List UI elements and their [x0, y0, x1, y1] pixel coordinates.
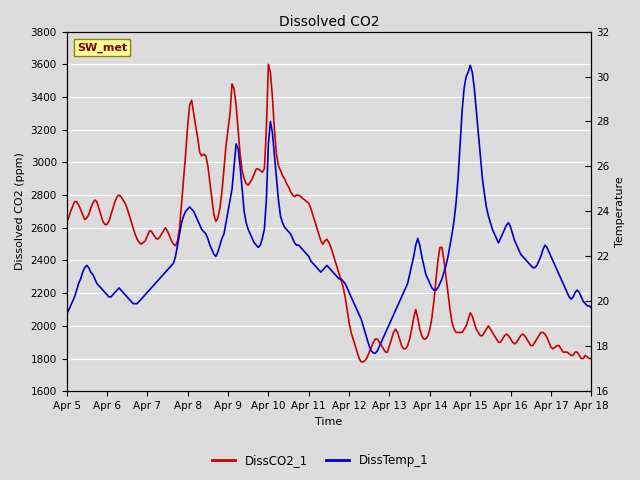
Text: SW_met: SW_met	[77, 42, 127, 53]
DissTemp_1	[63, 312, 70, 318]
Line: DissCO2_1: DissCO2_1	[67, 64, 591, 362]
DissCO2_1	[357, 359, 365, 365]
Legend: DissCO2_1, DissTemp_1: DissCO2_1, DissTemp_1	[207, 449, 433, 472]
DissTemp_1	[103, 292, 111, 298]
DissCO2_1	[95, 205, 102, 211]
Line: DissTemp_1: DissTemp_1	[67, 65, 591, 353]
Y-axis label: Temperature: Temperature	[615, 176, 625, 247]
DissCO2_1	[63, 218, 70, 224]
DissTemp_1	[257, 242, 264, 248]
X-axis label: Time: Time	[316, 417, 342, 427]
DissCO2_1	[257, 168, 264, 173]
DissTemp_1	[244, 227, 252, 232]
Title: Dissolved CO2: Dissolved CO2	[278, 15, 380, 29]
DissCO2_1	[103, 222, 111, 228]
DissTemp_1	[515, 247, 522, 252]
DissTemp_1	[467, 62, 474, 68]
DissCO2_1	[337, 277, 345, 283]
DissTemp_1	[335, 276, 343, 282]
DissTemp_1	[369, 350, 377, 356]
DissCO2_1	[264, 61, 272, 67]
DissCO2_1	[515, 336, 522, 342]
DissTemp_1	[588, 305, 595, 311]
DissCO2_1	[588, 356, 595, 361]
Y-axis label: Dissolved CO2 (ppm): Dissolved CO2 (ppm)	[15, 153, 25, 270]
DissCO2_1	[244, 182, 252, 188]
DissTemp_1	[95, 283, 102, 288]
